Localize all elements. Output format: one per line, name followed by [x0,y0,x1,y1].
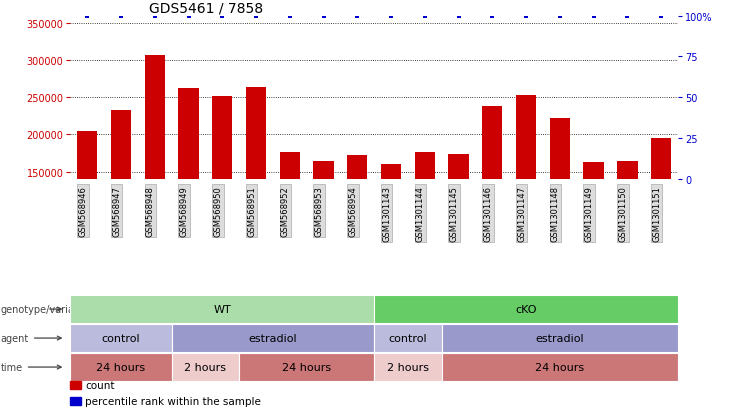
Text: 24 hours: 24 hours [535,362,585,372]
Bar [212,97,233,283]
Bar [70,381,81,389]
Bar [583,163,604,283]
Bar [381,165,401,283]
Text: GSM1301148: GSM1301148 [551,185,560,241]
Bar [246,88,266,283]
Text: genotype/variation: genotype/variation [1,304,93,314]
Point [318,13,330,20]
Text: GSM568952: GSM568952 [281,185,290,236]
Text: GSM1301149: GSM1301149 [585,185,594,241]
Bar [617,162,637,283]
Point [385,13,397,20]
Point [250,13,262,20]
Point [419,13,431,20]
Point [655,13,667,20]
Text: time: time [1,362,62,372]
Text: GSM1301144: GSM1301144 [416,185,425,241]
Text: GSM1301143: GSM1301143 [382,185,391,241]
Bar [70,397,81,405]
Point [149,13,161,20]
Bar [448,154,469,283]
Bar [144,56,165,283]
Bar [651,139,671,283]
Bar [516,96,536,283]
Point [520,13,532,20]
Bar [111,111,131,283]
Text: GSM1301145: GSM1301145 [450,185,459,241]
Point [554,13,566,20]
Text: 24 hours: 24 hours [96,362,145,372]
Point [82,13,93,20]
Point [486,13,498,20]
Point [351,13,363,20]
Text: cKO: cKO [515,304,537,314]
Text: GSM1301147: GSM1301147 [517,185,526,241]
Point [284,13,296,20]
Bar [482,107,502,283]
Text: percentile rank within the sample: percentile rank within the sample [85,396,261,406]
Bar [77,131,97,283]
Text: 2 hours: 2 hours [387,362,429,372]
Bar [415,152,435,283]
Bar [279,152,300,283]
Text: GSM568947: GSM568947 [112,185,121,236]
Text: GSM1301146: GSM1301146 [483,185,492,241]
Text: GSM568954: GSM568954 [348,185,357,236]
Text: GSM568949: GSM568949 [179,185,188,236]
Text: GSM568953: GSM568953 [315,185,324,236]
Bar [550,119,570,283]
Bar [313,161,333,283]
Bar [179,88,199,283]
Point [115,13,127,20]
Text: GSM568948: GSM568948 [146,185,155,236]
Text: GSM568950: GSM568950 [213,185,222,236]
Text: GSM1301151: GSM1301151 [652,185,661,241]
Point [453,13,465,20]
Text: estradiol: estradiol [249,333,297,343]
Text: GDS5461 / 7858: GDS5461 / 7858 [150,1,264,15]
Point [588,13,599,20]
Text: GSM568951: GSM568951 [247,185,256,236]
Text: 24 hours: 24 hours [282,362,331,372]
Text: control: control [388,333,428,343]
Point [182,13,194,20]
Bar [348,156,368,283]
Text: agent: agent [1,333,62,343]
Text: control: control [102,333,140,343]
Text: estradiol: estradiol [536,333,584,343]
Text: WT: WT [213,304,231,314]
Text: GSM568946: GSM568946 [79,185,87,236]
Text: GSM1301150: GSM1301150 [619,185,628,241]
Text: count: count [85,380,115,390]
Point [216,13,228,20]
Point [622,13,634,20]
Text: 2 hours: 2 hours [185,362,227,372]
